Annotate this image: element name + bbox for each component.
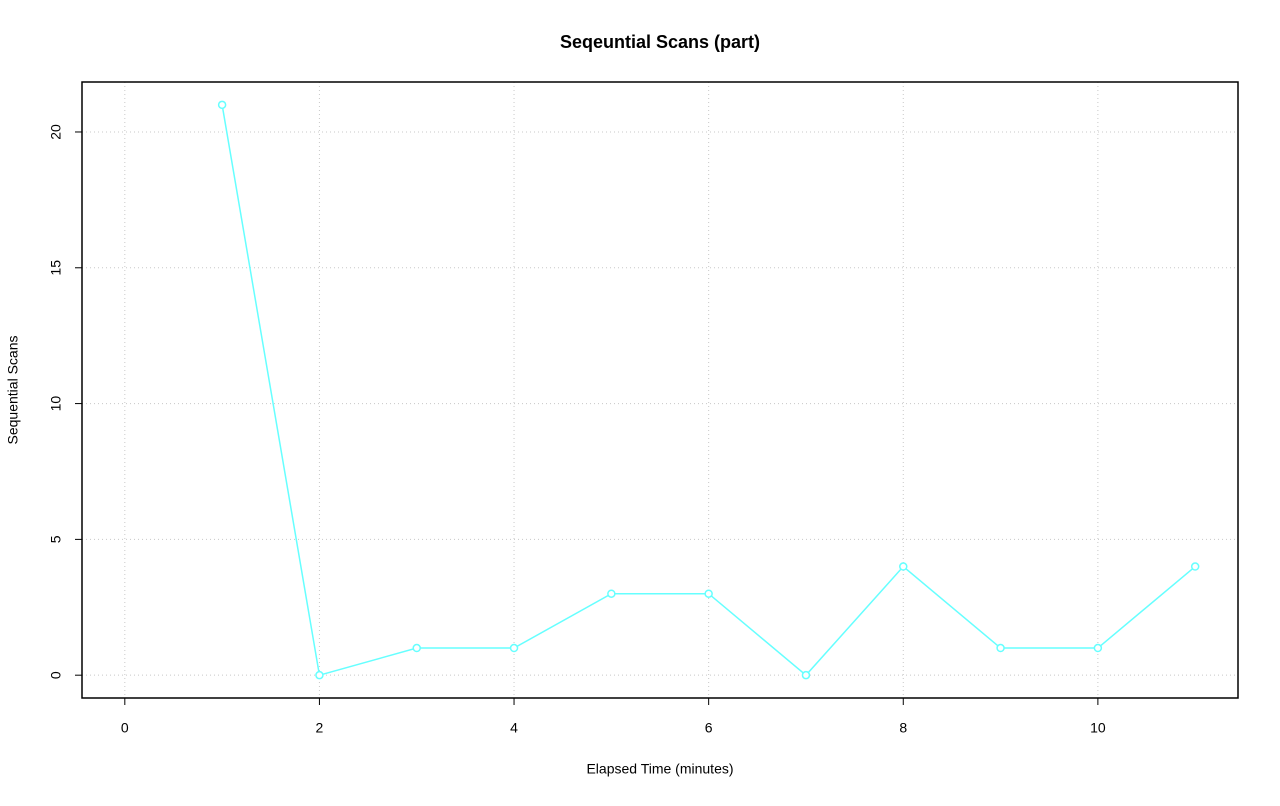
plot-frame: [81, 81, 1239, 699]
data-point: [509, 643, 519, 653]
data-point: [996, 643, 1005, 653]
data-point: [1093, 643, 1103, 653]
data-point: [704, 589, 713, 598]
x-tick-label: 4: [510, 720, 518, 736]
data-point: [607, 589, 616, 598]
y-tick-label: 15: [48, 260, 64, 276]
data-point: [412, 643, 421, 653]
chart-title: Seqeuntial Scans (part): [560, 32, 760, 52]
x-tick-label: 8: [899, 720, 907, 736]
x-tick-label: 6: [705, 720, 713, 736]
data-point: [899, 562, 908, 571]
data-point: [315, 670, 324, 680]
y-tick-label: 10: [48, 396, 64, 412]
data-point: [801, 670, 811, 680]
data-point: [217, 100, 227, 110]
y-tick-label: 5: [48, 535, 64, 543]
x-tick-label: 2: [316, 720, 324, 736]
y-axis-label: Sequential Scans: [5, 336, 21, 445]
y-tick-label: 0: [48, 671, 64, 679]
data-point: [1190, 562, 1200, 571]
x-tick-label: 0: [121, 720, 129, 736]
x-tick-label: 10: [1090, 720, 1106, 736]
y-tick-label: 20: [48, 124, 64, 140]
x-axis-label: Elapsed Time (minutes): [586, 761, 733, 777]
